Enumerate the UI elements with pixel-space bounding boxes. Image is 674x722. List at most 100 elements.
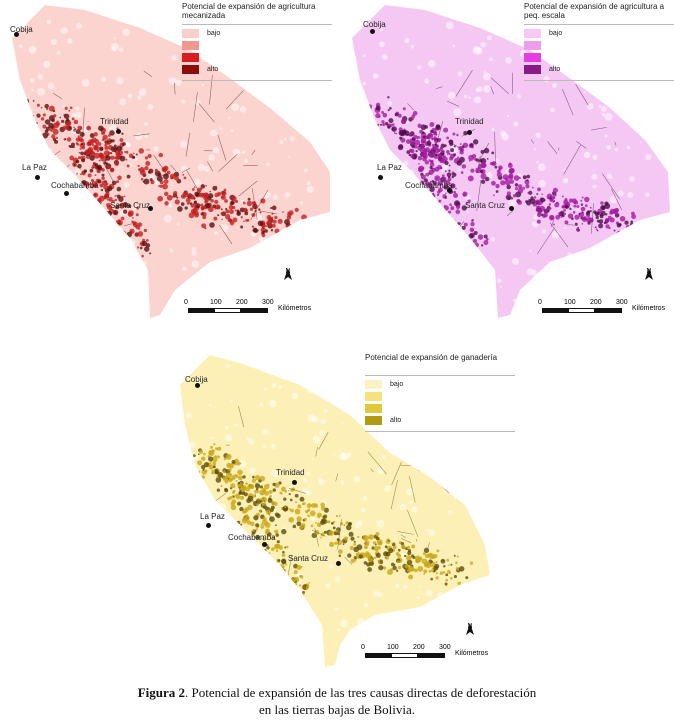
city-label: La Paz (200, 512, 225, 521)
scale-segment (365, 653, 393, 658)
scale-tick-label: 100 (387, 644, 399, 651)
scale-tick-label: 100 (210, 299, 222, 306)
legend-label: alto (390, 417, 402, 424)
scale-segment (391, 653, 419, 658)
scale-bar: 0 100 200 300 Kilómetros (361, 644, 488, 667)
lowlands-region (12, 5, 330, 318)
caption-label: Figura 2 (137, 685, 186, 700)
legend-rule (524, 24, 674, 25)
city-label: Santa Cruz (465, 201, 506, 210)
city-label: Cobija (363, 20, 386, 29)
scale-tick-label: 300 (439, 644, 451, 651)
lowlands-region (352, 5, 670, 318)
scale-segment (594, 308, 622, 313)
city-label: Trinidad (100, 117, 129, 126)
map-panel-mecanizada: Potencial de expansión de agricultura me… (0, 0, 337, 330)
legend-item (365, 392, 390, 401)
scale-unit: Kilómetros (455, 650, 489, 657)
scale-tick-label: 0 (361, 644, 365, 651)
city-marker (148, 206, 153, 211)
arrow-glyph (645, 268, 653, 280)
map-panel-ganaderia: Potencial de expansión de ganadería bajo a… (160, 345, 520, 675)
caption-line2: en las tierras bajas de Bolivia. (259, 702, 415, 717)
legend-swatch (182, 53, 199, 62)
scale-bar: 0 100 200 300 Kilómetros (184, 299, 311, 322)
city-label: Trinidad (276, 468, 305, 477)
scale-tick-label: 300 (616, 299, 628, 306)
map-legend: Potencial de expansión de agricultura a … (524, 2, 674, 97)
legend-item: alto (365, 416, 401, 425)
legend-label: bajo (207, 30, 221, 37)
legend-rule (182, 24, 332, 25)
legend-label: bajo (390, 381, 404, 388)
city-label: Cochabamba (405, 181, 453, 190)
legend-swatch (182, 41, 199, 50)
map-panel-peq-escala: Potencial de expansión de agricultura a … (340, 0, 674, 330)
north-arrow-icon: N (644, 268, 654, 280)
scale-segment (214, 308, 242, 313)
legend-swatch (182, 29, 199, 38)
legend-item: bajo (524, 29, 562, 38)
scale-segment (188, 308, 216, 313)
map-legend: Potencial de expansión de ganadería bajo a… (365, 353, 515, 448)
legend-label: bajo (549, 30, 563, 37)
legend-title: Potencial de expansión de ganadería (365, 353, 498, 362)
map-canvas (352, 5, 670, 318)
city-marker (370, 29, 375, 34)
city-marker (35, 175, 40, 180)
scale-segment (568, 308, 596, 313)
scale-tick-label: 200 (413, 644, 425, 651)
city-label: Santa Cruz (110, 201, 151, 210)
legend-item (182, 41, 207, 50)
scale-tick-label: 200 (236, 299, 248, 306)
city-label: Cobija (10, 25, 33, 34)
legend-item: bajo (365, 380, 403, 389)
legend-item (365, 404, 390, 413)
city-marker (116, 129, 121, 134)
city-marker (467, 130, 472, 135)
lowlands-region (180, 355, 490, 667)
legend-rule (365, 375, 515, 376)
city-label: Cobija (185, 375, 208, 384)
legend-swatch (182, 65, 199, 74)
scale-segment (240, 308, 268, 313)
city-label: Santa Cruz (288, 554, 329, 563)
legend-swatch (524, 41, 541, 50)
legend-item (182, 53, 207, 62)
scale-tick-label: 0 (538, 299, 542, 306)
legend-item (524, 41, 549, 50)
city-marker (195, 383, 200, 388)
legend-item: alto (182, 65, 218, 74)
map-canvas (12, 5, 330, 318)
map-legend: Potencial de expansión de agricultura me… (182, 2, 332, 97)
scale-segment (542, 308, 570, 313)
scale-tick-label: 200 (590, 299, 602, 306)
city-marker (14, 32, 19, 37)
figure-caption: Figura 2. Potencial de expansión de las … (0, 684, 674, 718)
city-marker (336, 561, 341, 566)
legend-rule (365, 431, 515, 432)
city-marker (509, 206, 514, 211)
legend-swatch (524, 65, 541, 74)
city-label: La Paz (22, 163, 47, 172)
legend-swatch (524, 53, 541, 62)
scale-tick-label: 0 (184, 299, 188, 306)
legend-rule (182, 80, 332, 81)
city-marker (262, 542, 267, 547)
arrow-glyph (466, 623, 474, 635)
city-marker (64, 191, 69, 196)
north-arrow-icon: N (283, 268, 293, 280)
legend-title: Potencial de expansión de agricultura a … (524, 2, 665, 20)
caption-line1: . Potencial de expansión de las tres cau… (185, 685, 537, 700)
city-label: Cochabamba (228, 533, 276, 542)
scale-tick-label: 100 (564, 299, 576, 306)
legend-swatch (365, 392, 382, 401)
map-canvas (180, 355, 490, 667)
city-label: La Paz (377, 163, 402, 172)
city-marker (206, 523, 211, 528)
legend-title: Potencial de expansión de agricultura me… (182, 2, 316, 20)
city-marker (378, 175, 383, 180)
arrow-glyph (284, 268, 292, 280)
legend-label: alto (549, 66, 561, 73)
legend-swatch (365, 404, 382, 413)
